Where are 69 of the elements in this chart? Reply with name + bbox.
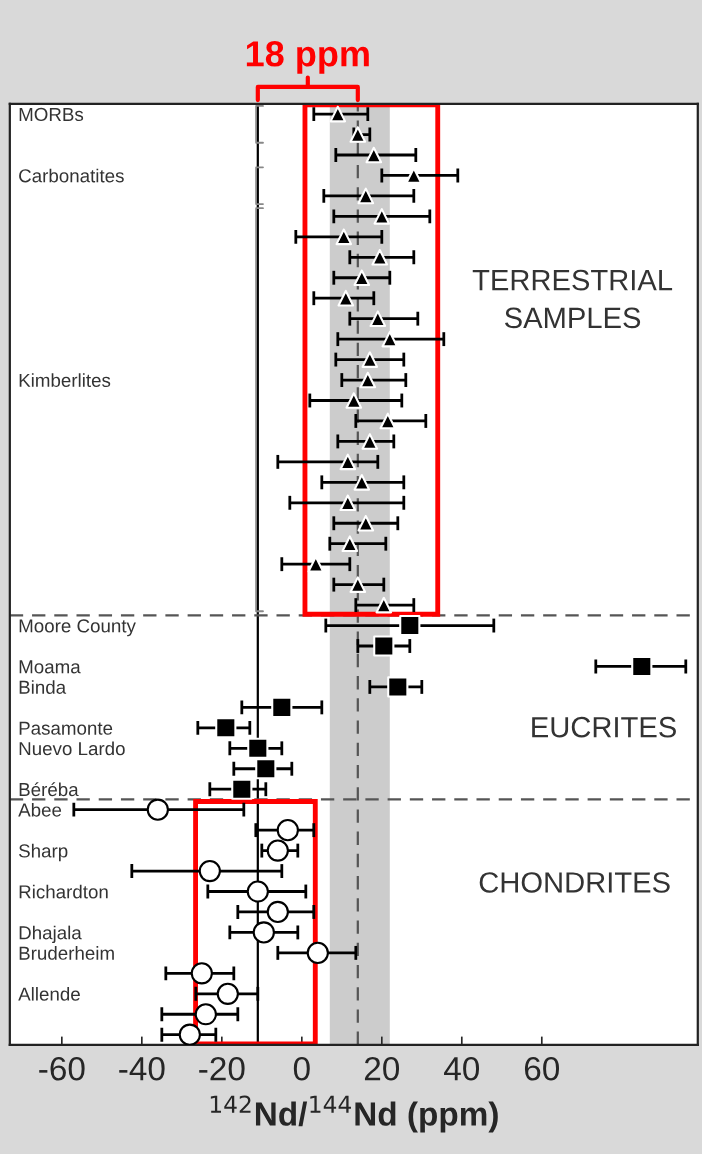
point	[266, 839, 289, 862]
point	[353, 474, 371, 491]
point	[357, 514, 375, 532]
point	[337, 289, 355, 307]
point	[357, 187, 375, 205]
point	[373, 635, 395, 657]
point	[190, 962, 213, 985]
point	[194, 1003, 217, 1026]
x-tick-label: 0	[293, 1056, 310, 1081]
point	[306, 941, 329, 964]
point	[349, 576, 367, 593]
point	[335, 228, 353, 246]
point	[247, 737, 269, 759]
point	[387, 676, 409, 698]
y-tick-label: Richardton	[19, 884, 108, 899]
annotation: CHONDRITES	[479, 872, 670, 893]
point	[252, 921, 275, 944]
point	[266, 900, 289, 924]
y-tick-label: Moama	[19, 660, 81, 674]
point	[349, 126, 367, 143]
y-tick-label: Kimberlites	[19, 373, 111, 388]
y-tick-label: Bruderheim	[19, 946, 114, 960]
point	[178, 1023, 201, 1045]
point	[276, 819, 299, 842]
point	[373, 208, 391, 225]
point	[231, 778, 253, 800]
annotation: TERRESTRIAL SAMPLES	[472, 269, 673, 329]
point	[353, 269, 371, 287]
y-tick-label: Sharp	[19, 843, 68, 862]
x-tick-label: -60	[39, 1056, 85, 1081]
point	[369, 310, 387, 327]
x-tick-label: -40	[119, 1056, 165, 1081]
point	[631, 655, 653, 678]
annotation: EUCRITES	[532, 716, 676, 738]
point	[198, 859, 221, 883]
point	[361, 433, 379, 450]
point	[215, 717, 237, 739]
point	[255, 758, 277, 780]
x-axis-title: $^{142}$Nd/$^{144}$Nd (ppm)	[210, 1095, 498, 1133]
point	[341, 535, 359, 553]
point	[246, 880, 269, 903]
point	[375, 596, 393, 614]
point	[216, 982, 239, 1005]
x-tick-label: 60	[524, 1056, 560, 1081]
y-tick-label: Moore County	[19, 619, 136, 637]
y-tick-label: MORBs	[19, 107, 84, 122]
point	[339, 494, 357, 512]
y-tick-label: Dhajala	[19, 925, 82, 944]
y-tick-label: Allende	[18, 987, 80, 1001]
point	[345, 392, 363, 409]
y-tick-label: Abee	[18, 802, 62, 817]
x-tick-label: 40	[444, 1056, 480, 1081]
text: 18 ppm	[246, 41, 369, 74]
point	[339, 453, 357, 471]
point	[271, 696, 293, 718]
point	[399, 614, 421, 637]
point	[371, 248, 389, 266]
y-tick-label: Carbonatites	[19, 168, 124, 183]
point	[365, 146, 383, 164]
x-tick-label: -20	[199, 1056, 245, 1081]
point	[359, 371, 377, 389]
y-tick-label: Binda	[19, 680, 67, 694]
y-tick-label: Béréba	[19, 782, 79, 797]
point	[146, 798, 169, 821]
x-tick-label: 20	[364, 1056, 400, 1081]
y-tick-label: Pasamonte	[19, 721, 113, 735]
y-tick-label: Nuevo Lardo	[19, 741, 125, 756]
point	[361, 351, 379, 368]
point	[329, 105, 347, 123]
